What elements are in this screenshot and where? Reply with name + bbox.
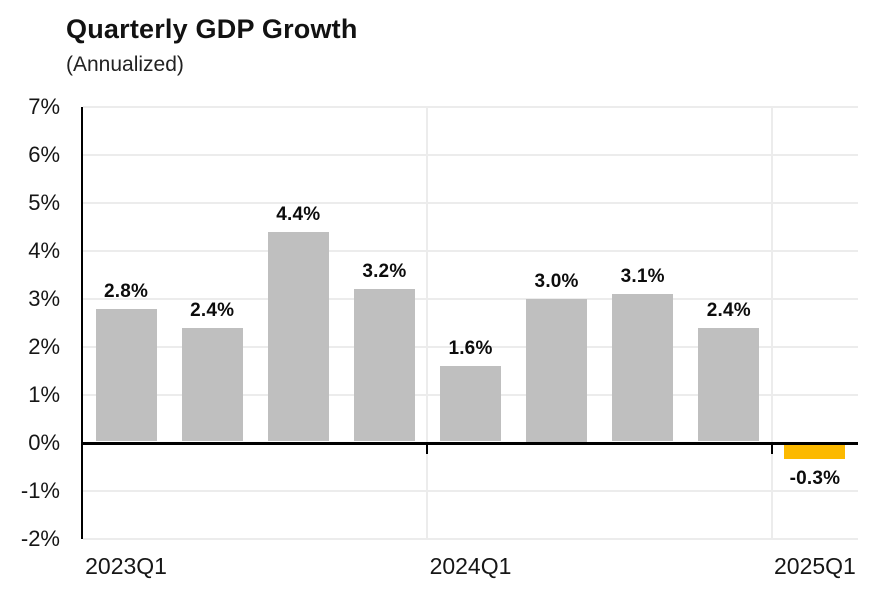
- bar-value-label: 3.2%: [362, 261, 407, 283]
- bar-value-label: 2.4%: [190, 299, 235, 321]
- y-axis-tick-label: 6%: [28, 142, 60, 167]
- gridline-horizontal: [83, 346, 858, 348]
- gridline-horizontal: [83, 250, 858, 252]
- bar-value-label: -0.3%: [789, 467, 841, 489]
- bar: [612, 294, 674, 442]
- bar-value-label: 2.8%: [103, 280, 149, 302]
- x-axis-tick-label: 2024Q1: [429, 553, 512, 579]
- bar: [784, 444, 846, 459]
- y-axis-tick-label: 4%: [28, 238, 60, 263]
- y-axis-tick-label: 2%: [28, 334, 60, 359]
- bar: [440, 366, 501, 442]
- bar-value-label: 4.4%: [276, 203, 321, 225]
- chart-title: Quarterly GDP Growth: [66, 14, 358, 44]
- x-axis-tick-label: 2023Q1: [85, 553, 167, 579]
- gridline-horizontal: [83, 106, 858, 108]
- gridline-horizontal: [83, 154, 858, 156]
- bar-value-label: 1.6%: [448, 338, 493, 360]
- y-axis-spine: [81, 107, 83, 539]
- y-axis-tick-label: 0%: [28, 430, 60, 455]
- bar: [95, 308, 157, 442]
- y-axis-tick-label: -1%: [20, 478, 60, 503]
- y-axis-tick-label: 3%: [28, 286, 60, 311]
- gridline-horizontal: [83, 490, 858, 492]
- gridline-horizontal: [83, 298, 858, 300]
- x-axis-tick: [426, 444, 429, 454]
- bar: [526, 299, 588, 442]
- bar-value-label: 3.1%: [620, 266, 665, 288]
- x-axis-tick: [770, 444, 773, 454]
- chart-subtitle: (Annualized): [66, 53, 184, 76]
- gridline-vertical: [770, 107, 773, 539]
- gridline-horizontal: [83, 538, 858, 540]
- bar: [353, 289, 415, 442]
- y-axis-tick-label: 1%: [28, 382, 60, 407]
- gridline-horizontal: [83, 202, 858, 204]
- y-axis-tick-label: 7%: [28, 94, 60, 119]
- bar: [267, 231, 329, 442]
- zero-axis-line: [81, 441, 858, 445]
- bar-value-label: 2.4%: [706, 299, 751, 321]
- gridline-vertical: [426, 107, 429, 539]
- y-axis-tick-label: 5%: [28, 190, 60, 215]
- bar: [181, 327, 243, 442]
- x-axis-tick-label: 2025Q1: [774, 553, 856, 579]
- bar: [698, 327, 760, 442]
- bar-value-label: 3.0%: [534, 271, 579, 292]
- y-axis-tick-label: -2%: [20, 526, 60, 551]
